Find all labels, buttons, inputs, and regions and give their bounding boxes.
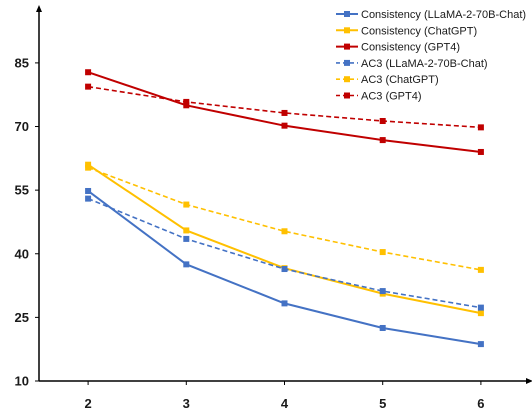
data-point (379, 137, 386, 144)
data-point (183, 227, 190, 234)
y-tick-label: 85 (15, 55, 29, 70)
axes: 10 25 40 55 70 85 2 3 4 5 6 (15, 5, 532, 411)
series-3 (85, 69, 484, 155)
x-tick-label: 6 (477, 396, 484, 411)
x-tick-label: 4 (281, 396, 289, 411)
legend-marker (344, 76, 350, 83)
data-point (477, 341, 484, 348)
series-4 (85, 195, 484, 311)
legend-item: AC3 (GPT4) (336, 91, 422, 103)
data-point (183, 201, 190, 208)
data-point (183, 235, 190, 242)
legend-item: AC3 (ChatGPT) (336, 74, 439, 86)
data-point (85, 187, 92, 194)
y-tick-label: 25 (15, 310, 29, 325)
legend-marker (344, 43, 350, 50)
legend-item: AC3 (LLaMA-2-70B-Chat) (336, 58, 488, 70)
data-point (477, 148, 484, 155)
legend-label: Consistency (LLaMA-2-70B-Chat) (361, 9, 526, 21)
data-point (379, 118, 386, 125)
x-tick-label: 5 (379, 396, 386, 411)
series-line (87, 85, 481, 129)
legend-marker (344, 59, 350, 66)
series-5 (85, 164, 484, 273)
data-point (281, 109, 288, 116)
legend-label: Consistency (ChatGPT) (361, 25, 477, 37)
data-point (477, 266, 484, 273)
legend-label: AC3 (ChatGPT) (361, 74, 439, 86)
data-point (379, 324, 386, 331)
legend-label: AC3 (GPT4) (361, 91, 422, 103)
legend: Consistency (LLaMA-2-70B-Chat) Consistenc… (336, 9, 526, 103)
data-point (379, 288, 386, 295)
x-tick-label: 2 (84, 396, 91, 411)
series-line (87, 197, 482, 309)
y-tick-label: 40 (15, 246, 29, 261)
legend-marker (344, 92, 350, 99)
data-point (379, 249, 386, 256)
data-point (281, 228, 288, 235)
x-tick-label: 3 (183, 396, 190, 411)
data-point (183, 98, 190, 105)
data-point (281, 122, 288, 129)
data-point (85, 83, 92, 90)
legend-item: Consistency (ChatGPT) (336, 25, 477, 37)
legend-label: AC3 (LLaMA-2-70B-Chat) (361, 58, 488, 70)
data-point (85, 69, 92, 76)
data-point (477, 124, 484, 131)
legend-marker (344, 27, 350, 34)
data-point (183, 102, 190, 109)
data-point (183, 261, 190, 268)
series-2 (85, 161, 484, 317)
series-6 (85, 83, 484, 131)
data-point (477, 304, 484, 311)
data-point (477, 310, 484, 317)
series-1 (85, 187, 484, 348)
y-tick-label: 70 (15, 119, 29, 134)
y-tick-label: 10 (15, 374, 29, 389)
data-point (85, 164, 92, 171)
y-tick-label: 55 (15, 183, 29, 198)
series-line (87, 166, 482, 271)
legend-marker (344, 11, 350, 17)
legend-item: Consistency (GPT4) (336, 42, 460, 54)
legend-label: Consistency (GPT4) (361, 42, 460, 54)
data-point (281, 266, 288, 273)
series-line (87, 163, 482, 315)
data-point (85, 195, 92, 202)
legend-item: Consistency (LLaMA-2-70B-Chat) (336, 9, 526, 21)
data-point (281, 300, 288, 307)
series-layer (85, 69, 484, 348)
